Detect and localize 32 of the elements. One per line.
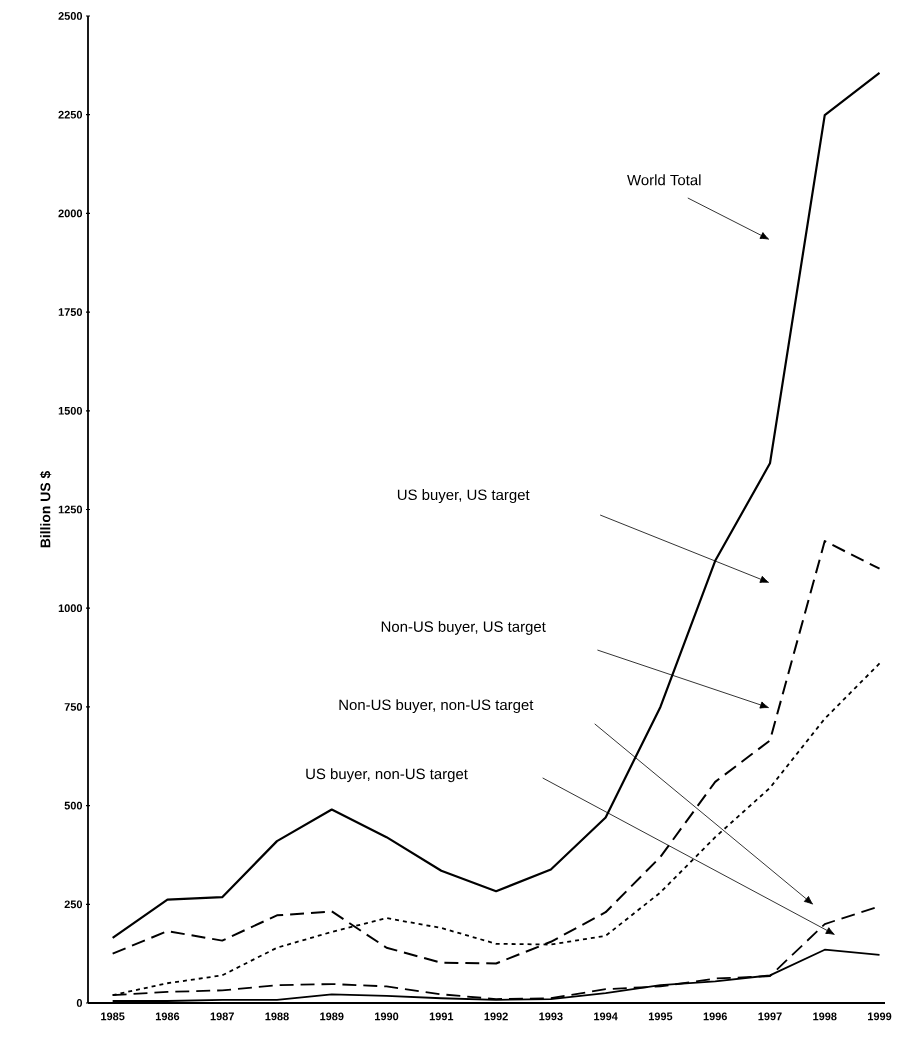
y-tick-label: 1250 <box>58 505 83 514</box>
y-tick-label: 2250 <box>58 110 83 119</box>
annotation: Non-US buyer, non-US target <box>339 699 534 714</box>
x-tick-label: 1998 <box>813 1012 837 1021</box>
x-tick-label: 1992 <box>484 1012 508 1021</box>
x-tick-label: 1991 <box>429 1012 454 1021</box>
y-tick-label: 1000 <box>58 604 83 613</box>
annotation: Non-US buyer, US target <box>381 620 546 635</box>
x-tick-label: 1995 <box>648 1012 673 1021</box>
x-tick-label: 1988 <box>265 1012 289 1021</box>
x-tick-label: 1987 <box>210 1012 234 1021</box>
y-axis-title: Billion US $ <box>39 470 52 548</box>
annotation: World Total <box>627 174 701 186</box>
x-tick-label: 1990 <box>375 1012 399 1021</box>
y-tick-label: 250 <box>64 900 83 909</box>
y-tick-label: 500 <box>64 801 83 810</box>
y-tick-label: 1500 <box>58 406 83 415</box>
y-tick-label: 750 <box>64 703 83 711</box>
y-tick-label: 2500 <box>58 12 83 20</box>
y-tick-label: 1750 <box>58 308 83 316</box>
x-tick-label: 1989 <box>320 1012 344 1021</box>
x-tick-label: 1997 <box>758 1012 782 1021</box>
x-tick-label: 1996 <box>703 1012 727 1021</box>
y-tick-label: 2000 <box>58 209 83 218</box>
x-tick-label: 1999 <box>868 1012 892 1021</box>
x-tick-label: 1985 <box>101 1012 125 1021</box>
x-tick-label: 1986 <box>155 1012 180 1021</box>
x-tick-label: 1993 <box>539 1012 563 1021</box>
annotation: US buyer, non-US target <box>306 768 468 783</box>
annotation: US buyer, US target <box>397 489 530 504</box>
x-tick-label: 1994 <box>594 1012 618 1021</box>
y-tick-label: 0 <box>76 999 83 1007</box>
